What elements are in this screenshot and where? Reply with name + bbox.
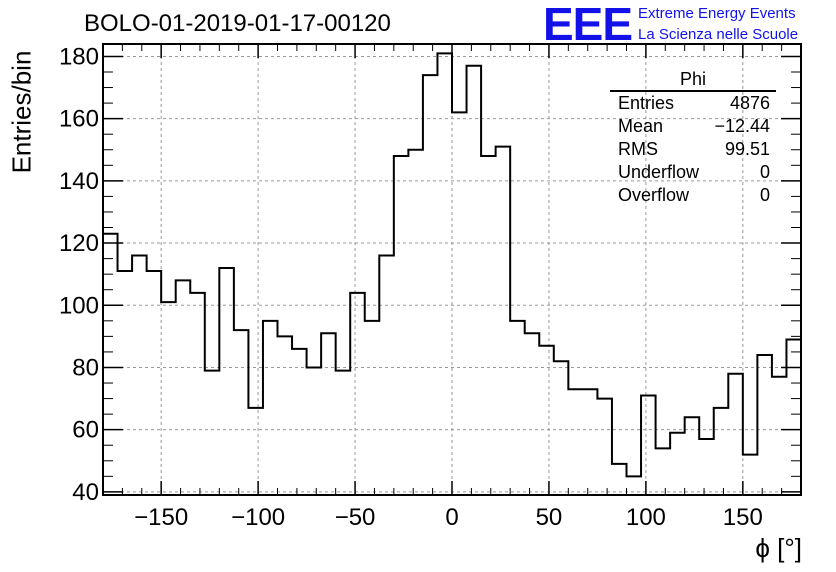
x-tick-label: −50 <box>335 504 376 531</box>
eee-logo: EEE <box>543 0 633 50</box>
axis-ticks <box>103 44 801 495</box>
stats-row-entries: Entries 4876 <box>610 92 776 115</box>
plot-frame <box>102 43 802 496</box>
stats-row-overflow: Overflow 0 <box>610 184 776 207</box>
stats-label: Overflow <box>618 185 690 205</box>
y-tick-label: 80 <box>72 354 99 381</box>
stats-value: −12.44 <box>714 116 770 136</box>
x-tick-label: −100 <box>231 504 285 531</box>
x-tick-label: 0 <box>445 504 458 531</box>
y-axis-label: Entries/bin <box>6 50 37 174</box>
x-tick-label: 100 <box>626 504 666 531</box>
stats-value: 99.51 <box>724 139 770 159</box>
logo-line-1: Extreme Energy Events <box>638 5 796 22</box>
stats-label: Underflow <box>618 162 700 182</box>
x-tick-label: −150 <box>134 504 188 531</box>
y-tick-label: 160 <box>59 106 99 133</box>
x-axis-label: ϕ [°] <box>755 533 802 563</box>
stats-box: Phi Entries 4876 Mean −12.44 RMS 99.51 U… <box>610 68 776 207</box>
y-tick-label: 180 <box>59 43 99 70</box>
x-tick-label: 50 <box>536 504 563 531</box>
stats-value: 0 <box>759 162 770 182</box>
stats-label: RMS <box>618 139 658 159</box>
tick-labels: −150 −100 −50 0 50 100 150 40 60 80 100 120 140 160 18… <box>59 43 763 531</box>
stats-value: 4876 <box>729 93 770 113</box>
stats-row-mean: Mean −12.44 <box>610 115 776 138</box>
stats-row-rms: RMS 99.51 <box>610 138 776 161</box>
x-tick-label: 150 <box>723 504 763 531</box>
logo-line-2: La Scienza nelle Scuole <box>638 26 799 43</box>
y-tick-label: 140 <box>59 168 99 195</box>
stats-value: 0 <box>759 185 770 205</box>
y-tick-label: 100 <box>59 292 99 319</box>
histogram-line <box>103 52 801 478</box>
y-tick-label: 40 <box>72 479 99 506</box>
y-tick-label: 60 <box>72 417 99 444</box>
stats-label: Entries <box>618 93 675 113</box>
stats-title: Phi <box>610 68 776 92</box>
stats-row-underflow: Underflow 0 <box>610 161 776 184</box>
y-tick-label: 120 <box>59 230 99 257</box>
plot-title: BOLO-01-2019-01-17-00120 <box>84 10 391 37</box>
stats-label: Mean <box>618 116 664 136</box>
